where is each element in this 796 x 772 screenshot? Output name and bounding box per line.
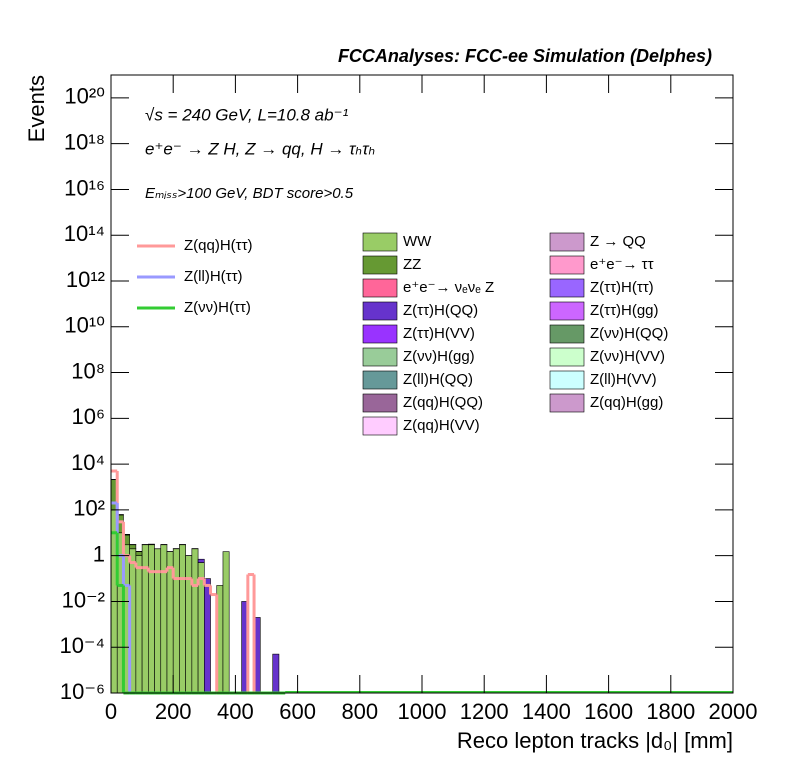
legend-label: Z(ττ)H(gg)	[590, 302, 659, 319]
legend-label: Z(νν)H(QQ)	[590, 325, 668, 342]
y-tick-label: 10¹²	[66, 267, 105, 292]
y-axis-label: Events	[24, 75, 49, 142]
legend-label: Z(νν)H(gg)	[403, 348, 475, 365]
x-tick-label: 2000	[709, 699, 758, 724]
y-tick-label: 10¹⁸	[64, 129, 105, 154]
legend-label: Z(νν)H(ττ)	[184, 299, 251, 316]
legend-label: Z(νν)H(VV)	[590, 348, 665, 365]
bar	[148, 544, 155, 694]
y-tick-label: 10¹⁴	[64, 221, 105, 246]
x-tick-label: 800	[341, 699, 378, 724]
legend-swatch	[549, 278, 585, 298]
y-tick-label: 10⁻⁴	[59, 633, 105, 658]
x-tick-label: 1200	[460, 699, 509, 724]
bar	[197, 558, 205, 563]
legend-swatch	[362, 347, 398, 367]
legend-label: Z(ττ)H(VV)	[403, 325, 475, 342]
y-tick-label: 10²⁰	[64, 84, 105, 109]
y-tick-label: 10⁻²	[62, 587, 105, 612]
x-tick-label: 400	[217, 699, 254, 724]
legend-swatch	[549, 232, 585, 252]
legend-label: WW	[403, 233, 432, 250]
x-axis-label: Reco lepton tracks |d₀| [mm]	[457, 728, 733, 753]
bar	[204, 578, 211, 694]
bar	[222, 551, 230, 694]
legend-swatch	[549, 370, 585, 390]
legend-label: e⁺e⁻→ ττ	[590, 256, 654, 273]
bar	[135, 551, 143, 556]
annotation: Eₘᵢₛₛ>100 GeV, BDT score>0.5	[145, 185, 354, 202]
legend-label: Z(qq)H(QQ)	[403, 394, 483, 411]
legend-label: Z(ll)H(ττ)	[184, 268, 243, 285]
x-tick-label: 1600	[584, 699, 633, 724]
legend-swatch	[362, 301, 398, 321]
legend-label: Z(ll)H(QQ)	[403, 371, 473, 388]
legend-swatch	[362, 232, 398, 252]
legend-label: Z(qq)H(VV)	[403, 417, 480, 434]
legend-swatch	[362, 278, 398, 298]
y-tick-label: 10⁸	[71, 358, 105, 383]
bar	[129, 544, 137, 550]
y-tick-label: 10⁴	[71, 450, 105, 475]
annotation: e⁺e⁻ → Z H, Z → qq, H → τₕτₕ	[145, 139, 375, 158]
x-tick-label: 1800	[646, 699, 695, 724]
y-tick-label: 10¹⁶	[64, 175, 105, 200]
y-tick-label: 10²	[73, 496, 105, 521]
legend-swatch	[362, 324, 398, 344]
annotation: √s = 240 GeV, L=10.8 ab⁻¹	[145, 105, 349, 124]
y-tick-label: 10⁶	[71, 404, 105, 429]
x-tick-label: 1400	[522, 699, 571, 724]
bar	[148, 543, 155, 546]
legend-swatch	[549, 301, 585, 321]
legend-swatch	[549, 255, 585, 275]
chart-title: FCCAnalyses: FCC-ee Simulation (Delphes)	[338, 46, 712, 66]
legend-label: Z(ττ)H(ττ)	[590, 279, 654, 296]
legend-swatch	[362, 370, 398, 390]
y-tick-label: 10⁻⁶	[60, 679, 105, 704]
bar	[135, 555, 143, 694]
bar	[191, 548, 199, 694]
x-tick-label: 200	[155, 699, 192, 724]
legend-label: Z(qq)H(ττ)	[184, 237, 253, 254]
x-tick-label: 1000	[398, 699, 447, 724]
legend-label: Z(qq)H(gg)	[590, 394, 663, 411]
y-tick-label: 1	[93, 541, 105, 566]
legend-label: Z(ll)H(VV)	[590, 371, 657, 388]
legend-swatch	[362, 255, 398, 275]
legend-swatch	[362, 393, 398, 413]
legend-label: Z → QQ	[590, 233, 646, 250]
legend-swatch	[362, 416, 398, 436]
y-tick-label: 10¹⁰	[64, 313, 105, 338]
legend-swatch	[549, 324, 585, 344]
legend-label: ZZ	[403, 256, 421, 273]
legend-swatch	[549, 347, 585, 367]
bar	[185, 555, 193, 694]
bar	[272, 653, 280, 694]
legend-swatch	[549, 393, 585, 413]
x-tick-label: 0	[105, 699, 117, 724]
bar	[179, 544, 186, 694]
legend-label: e⁺e⁻→ νₑνₑ Z	[403, 279, 494, 296]
x-tick-label: 600	[279, 699, 316, 724]
legend-label: Z(ττ)H(QQ)	[403, 302, 478, 319]
bar	[160, 544, 168, 694]
